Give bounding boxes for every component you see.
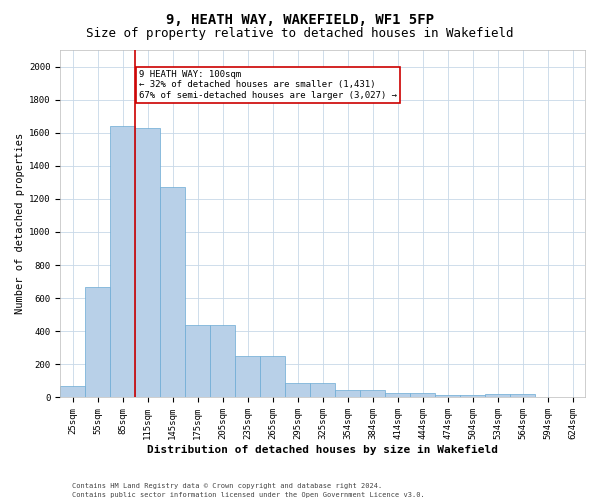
Bar — [485, 394, 510, 398]
Bar — [136, 128, 160, 398]
Text: Contains HM Land Registry data © Crown copyright and database right 2024.: Contains HM Land Registry data © Crown c… — [72, 483, 382, 489]
Bar — [360, 390, 385, 398]
Bar — [285, 384, 310, 398]
Bar — [235, 356, 260, 398]
Bar — [560, 396, 585, 398]
Text: Contains public sector information licensed under the Open Government Licence v3: Contains public sector information licen… — [72, 492, 425, 498]
Bar — [335, 390, 360, 398]
Bar — [210, 324, 235, 398]
Bar — [160, 188, 185, 398]
Y-axis label: Number of detached properties: Number of detached properties — [15, 133, 25, 314]
Bar — [85, 286, 110, 398]
Bar — [535, 396, 560, 398]
Bar — [435, 395, 460, 398]
X-axis label: Distribution of detached houses by size in Wakefield: Distribution of detached houses by size … — [147, 445, 498, 455]
Bar — [310, 384, 335, 398]
Bar — [410, 394, 435, 398]
Text: 9 HEATH WAY: 100sqm
← 32% of detached houses are smaller (1,431)
67% of semi-det: 9 HEATH WAY: 100sqm ← 32% of detached ho… — [139, 70, 397, 100]
Text: Size of property relative to detached houses in Wakefield: Size of property relative to detached ho… — [86, 28, 514, 40]
Bar — [510, 394, 535, 398]
Bar — [260, 356, 285, 398]
Bar — [460, 395, 485, 398]
Bar — [385, 394, 410, 398]
Bar — [61, 386, 85, 398]
Bar — [110, 126, 136, 398]
Bar — [185, 324, 210, 398]
Text: 9, HEATH WAY, WAKEFIELD, WF1 5FP: 9, HEATH WAY, WAKEFIELD, WF1 5FP — [166, 12, 434, 26]
